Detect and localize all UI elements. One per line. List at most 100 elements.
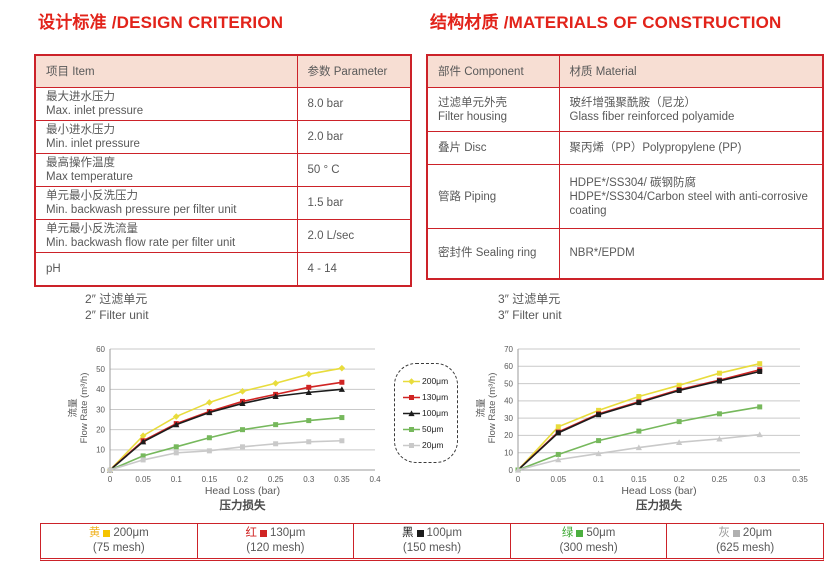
material-component: 密封件 Sealing ring: [426, 228, 560, 279]
mesh-count: (75 mesh): [92, 542, 145, 554]
svg-text:0: 0: [108, 475, 113, 484]
mesh-legend-strip: 黄 200μm (75 mesh) 红 130μm (120 mesh) 黑 1…: [40, 523, 824, 561]
color-swatch-icon: [576, 530, 584, 537]
material-component: 过滤单元外壳 Filter housing: [426, 87, 560, 132]
mesh-count: (300 mesh): [559, 542, 618, 554]
mesh-color-name: 黄: [88, 527, 101, 539]
legend-item: 20μm: [403, 440, 457, 450]
design-value: 1.5 bar: [296, 186, 412, 220]
design-item: 单元最小反洗流量 Min. backwash flow rate per fil…: [34, 219, 298, 253]
svg-text:0.3: 0.3: [303, 475, 315, 484]
svg-text:60: 60: [96, 345, 105, 354]
legend-label: 50μm: [422, 424, 444, 434]
legend-marker-20um-icon: [403, 442, 420, 448]
svg-text:70: 70: [504, 345, 513, 354]
svg-text:10: 10: [504, 449, 513, 458]
mesh-legend-black: 黑 100μm (150 mesh): [354, 524, 511, 558]
table-row: 最小进水压力 Min. inlet pressure 2.0 bar: [34, 120, 412, 154]
svg-text:0.2: 0.2: [674, 475, 686, 484]
material-component: 叠片 Disc: [426, 131, 560, 165]
material-component: 管路 Piping: [426, 164, 560, 229]
legend-label: 200μm: [422, 376, 449, 386]
design-value: 50 ° C: [296, 153, 412, 187]
material-value: HDPE*/SS304/ 碳钢防腐 HDPE*/SS304/Carbon ste…: [558, 164, 824, 229]
design-value: 2.0 L/sec: [296, 219, 412, 253]
flow-chart-3in: 0 10 20 30 40 50 60 70 0 0.05 0.1 0.15 0.2 0.25 0.3 0.3…: [504, 345, 808, 484]
svg-text:0.3: 0.3: [754, 475, 766, 484]
svg-text:50: 50: [96, 365, 105, 374]
mesh-legend-green: 绿 50μm (300 mesh): [511, 524, 668, 558]
mesh-legend-gray: 灰 20μm (625 mesh): [667, 524, 823, 558]
color-swatch-icon: [416, 530, 424, 537]
mesh-color-name: 黑: [402, 527, 414, 539]
legend-item: 130μm: [403, 392, 457, 402]
mesh-legend-red: 红 130μm (120 mesh): [198, 524, 355, 558]
legend-label: 100μm: [422, 408, 449, 418]
mesh-count: (150 mesh): [402, 542, 462, 554]
table-row: 最高操作温度 Max temperature 50 ° C: [34, 153, 412, 187]
svg-text:60: 60: [504, 362, 513, 371]
svg-text:0.1: 0.1: [171, 475, 183, 484]
legend-label: 20μm: [422, 440, 444, 450]
legend-marker-200um-icon: [403, 377, 420, 385]
table-row: pH 4 - 14: [34, 252, 412, 286]
mesh-size: 50μm: [586, 527, 616, 539]
design-criterion-heading: 设计标准 /DESIGN CRITERION: [38, 13, 284, 32]
design-item: 最大进水压力 Max. inlet pressure: [34, 87, 298, 121]
mesh-color-name: 红: [245, 527, 257, 539]
design-item: pH: [34, 252, 298, 286]
x-axis-label-2in: Head Loss (bar) 压力损失: [110, 485, 375, 513]
svg-text:20: 20: [96, 425, 105, 434]
materials-table: 部件 Component 材质 Material 过滤单元外壳 Filter h…: [426, 54, 824, 280]
table-row: 单元最小反洗流量 Min. backwash flow rate per fil…: [34, 219, 412, 253]
design-value: 4 - 14: [296, 252, 412, 286]
material-value: 聚丙烯（PP）Polypropylene (PP): [558, 131, 824, 165]
table-row: 过滤单元外壳 Filter housing 玻纤增强聚酰胺（尼龙） Glass …: [426, 87, 824, 132]
design-item: 单元最小反洗压力 Min. backwash pressure per filt…: [34, 186, 298, 220]
svg-text:0.1: 0.1: [593, 475, 605, 484]
svg-text:0.25: 0.25: [712, 475, 728, 484]
table-row: 管路 Piping HDPE*/SS304/ 碳钢防腐 HDPE*/SS304/…: [426, 164, 824, 229]
svg-text:40: 40: [504, 397, 513, 406]
svg-text:0.35: 0.35: [334, 475, 350, 484]
svg-text:0.15: 0.15: [202, 475, 218, 484]
legend-label: 130μm: [422, 392, 449, 402]
table-row: 单元最小反洗压力 Min. backwash pressure per filt…: [34, 186, 412, 220]
materials-heading: 结构材质 /MATERIALS OF CONSTRUCTION: [430, 13, 782, 32]
materials-col-component: 部件 Component: [426, 54, 560, 88]
mesh-size: 100μm: [426, 527, 462, 539]
material-value: NBR*/EPDM: [558, 228, 824, 279]
mesh-size: 200μm: [113, 527, 149, 539]
chart-title-2in: 2″ 过滤单元 2″ Filter unit: [85, 291, 149, 323]
legend-marker-100um-icon: [403, 409, 420, 416]
svg-text:0: 0: [516, 475, 521, 484]
svg-text:0.15: 0.15: [631, 475, 647, 484]
mesh-size: 20μm: [742, 527, 772, 539]
design-value: 8.0 bar: [296, 87, 412, 121]
table-row: 叠片 Disc 聚丙烯（PP）Polypropylene (PP): [426, 131, 824, 165]
mesh-color-name: 绿: [561, 527, 574, 539]
mesh-legend-yellow: 黄 200μm (75 mesh): [41, 524, 198, 558]
legend-item: 50μm: [403, 424, 457, 434]
svg-text:0.05: 0.05: [135, 475, 151, 484]
table-row: 密封件 Sealing ring NBR*/EPDM: [426, 228, 824, 279]
materials-col-material: 材质 Material: [558, 54, 824, 88]
svg-text:10: 10: [96, 446, 105, 455]
svg-text:20: 20: [504, 431, 513, 440]
svg-text:0.05: 0.05: [550, 475, 566, 484]
svg-text:0.35: 0.35: [792, 475, 808, 484]
chart-title-cn: 2″ 过滤单元: [85, 292, 148, 306]
svg-text:30: 30: [504, 414, 513, 423]
material-value: 玻纤增强聚酰胺（尼龙） Glass fiber reinforced polya…: [558, 87, 824, 132]
design-criterion-table: 项目 Item 参数 Parameter 最大进水压力 Max. inlet p…: [34, 54, 412, 287]
svg-text:40: 40: [96, 385, 105, 394]
series-20μm: [514, 431, 763, 473]
mesh-count: (625 mesh): [716, 542, 775, 554]
svg-text:50: 50: [504, 379, 513, 388]
x-axis-label-cn: 压力损失: [636, 500, 682, 512]
chart-title-en: 2″ Filter unit: [85, 308, 149, 322]
chart-title-cn: 3″ 过滤单元: [498, 292, 561, 306]
legend-item: 200μm: [403, 376, 457, 386]
legend-marker-130um-icon: [403, 394, 420, 400]
